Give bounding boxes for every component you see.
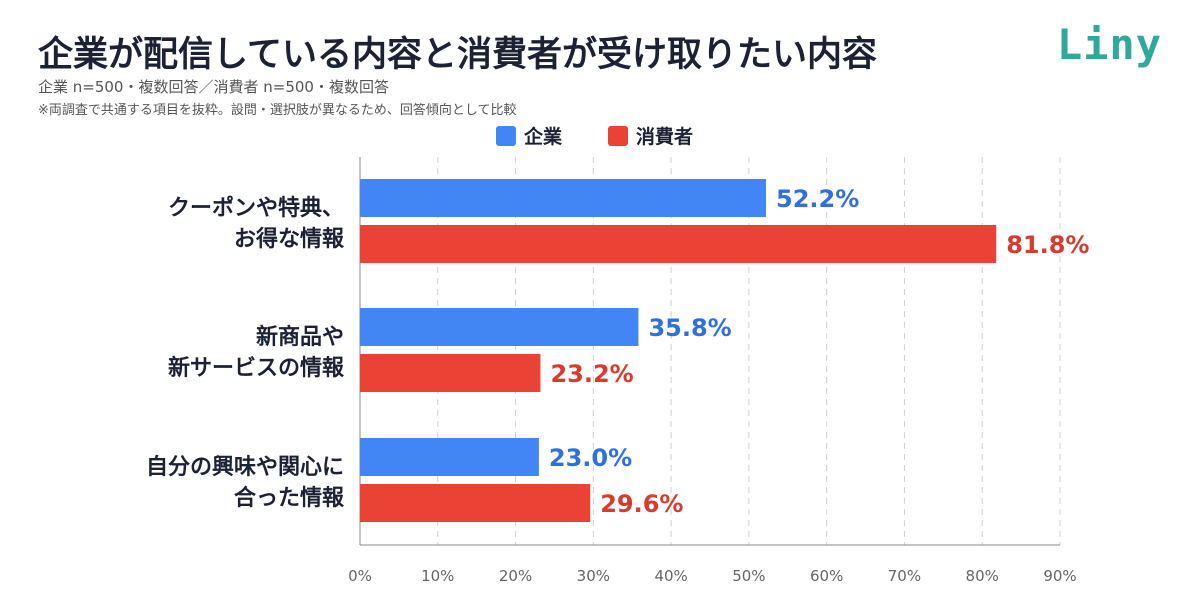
legend-label-company: 企業 (524, 126, 563, 148)
chart-title: 企業が配信している内容と消費者が受け取りたい内容 (38, 35, 877, 75)
data-label: 81.8% (1006, 231, 1089, 259)
bar-company (360, 179, 766, 217)
legend-swatch-consumer (608, 125, 629, 146)
legend-label-consumer: 消費者 (636, 126, 694, 148)
data-label: 52.2% (776, 185, 859, 213)
bar-consumer (360, 354, 541, 392)
x-tick-label: 30% (577, 567, 610, 585)
data-label: 35.8% (648, 314, 731, 342)
data-label: 29.6% (600, 490, 683, 518)
category-label: 自分の興味や関心に (146, 454, 344, 480)
x-tick-label: 90% (1043, 567, 1076, 585)
brand-logo: Liny (1056, 20, 1162, 69)
x-tick-label: 80% (966, 567, 999, 585)
legend-swatch-company (496, 125, 516, 146)
legend-item-consumer: 消費者 (608, 122, 693, 149)
bar-consumer (360, 484, 591, 522)
chart-subtitle: 企業 n=500・複数回答／消費者 n=500・複数回答 (38, 78, 389, 96)
x-tick-label: 60% (810, 567, 843, 585)
category-label: 新商品や (256, 324, 344, 350)
x-tick-label: 50% (732, 567, 765, 585)
x-tick-label: 70% (888, 567, 921, 585)
bar-company (360, 438, 539, 476)
category-label: 新サービスの情報 (168, 355, 345, 381)
legend-item-company: 企業 (496, 122, 562, 149)
category-label: クーポンや特典、 (168, 195, 344, 221)
chart-note: ※両調査で共通する項目を抜粋。設問・選択肢が異なるため、回答傾向として比較 (38, 103, 517, 118)
category-label: 合った情報 (234, 485, 345, 511)
chart-legend: 企業 消費者 (496, 122, 693, 149)
bar-consumer (360, 225, 997, 263)
data-label: 23.2% (550, 360, 633, 388)
x-tick-label: 40% (654, 567, 687, 585)
data-label: 23.0% (549, 444, 632, 472)
x-tick-label: 10% (421, 567, 454, 585)
category-label: お得な情報 (234, 226, 345, 252)
x-tick-label: 20% (499, 567, 532, 585)
bar-company (360, 308, 639, 346)
x-tick-label: 0% (348, 567, 372, 585)
